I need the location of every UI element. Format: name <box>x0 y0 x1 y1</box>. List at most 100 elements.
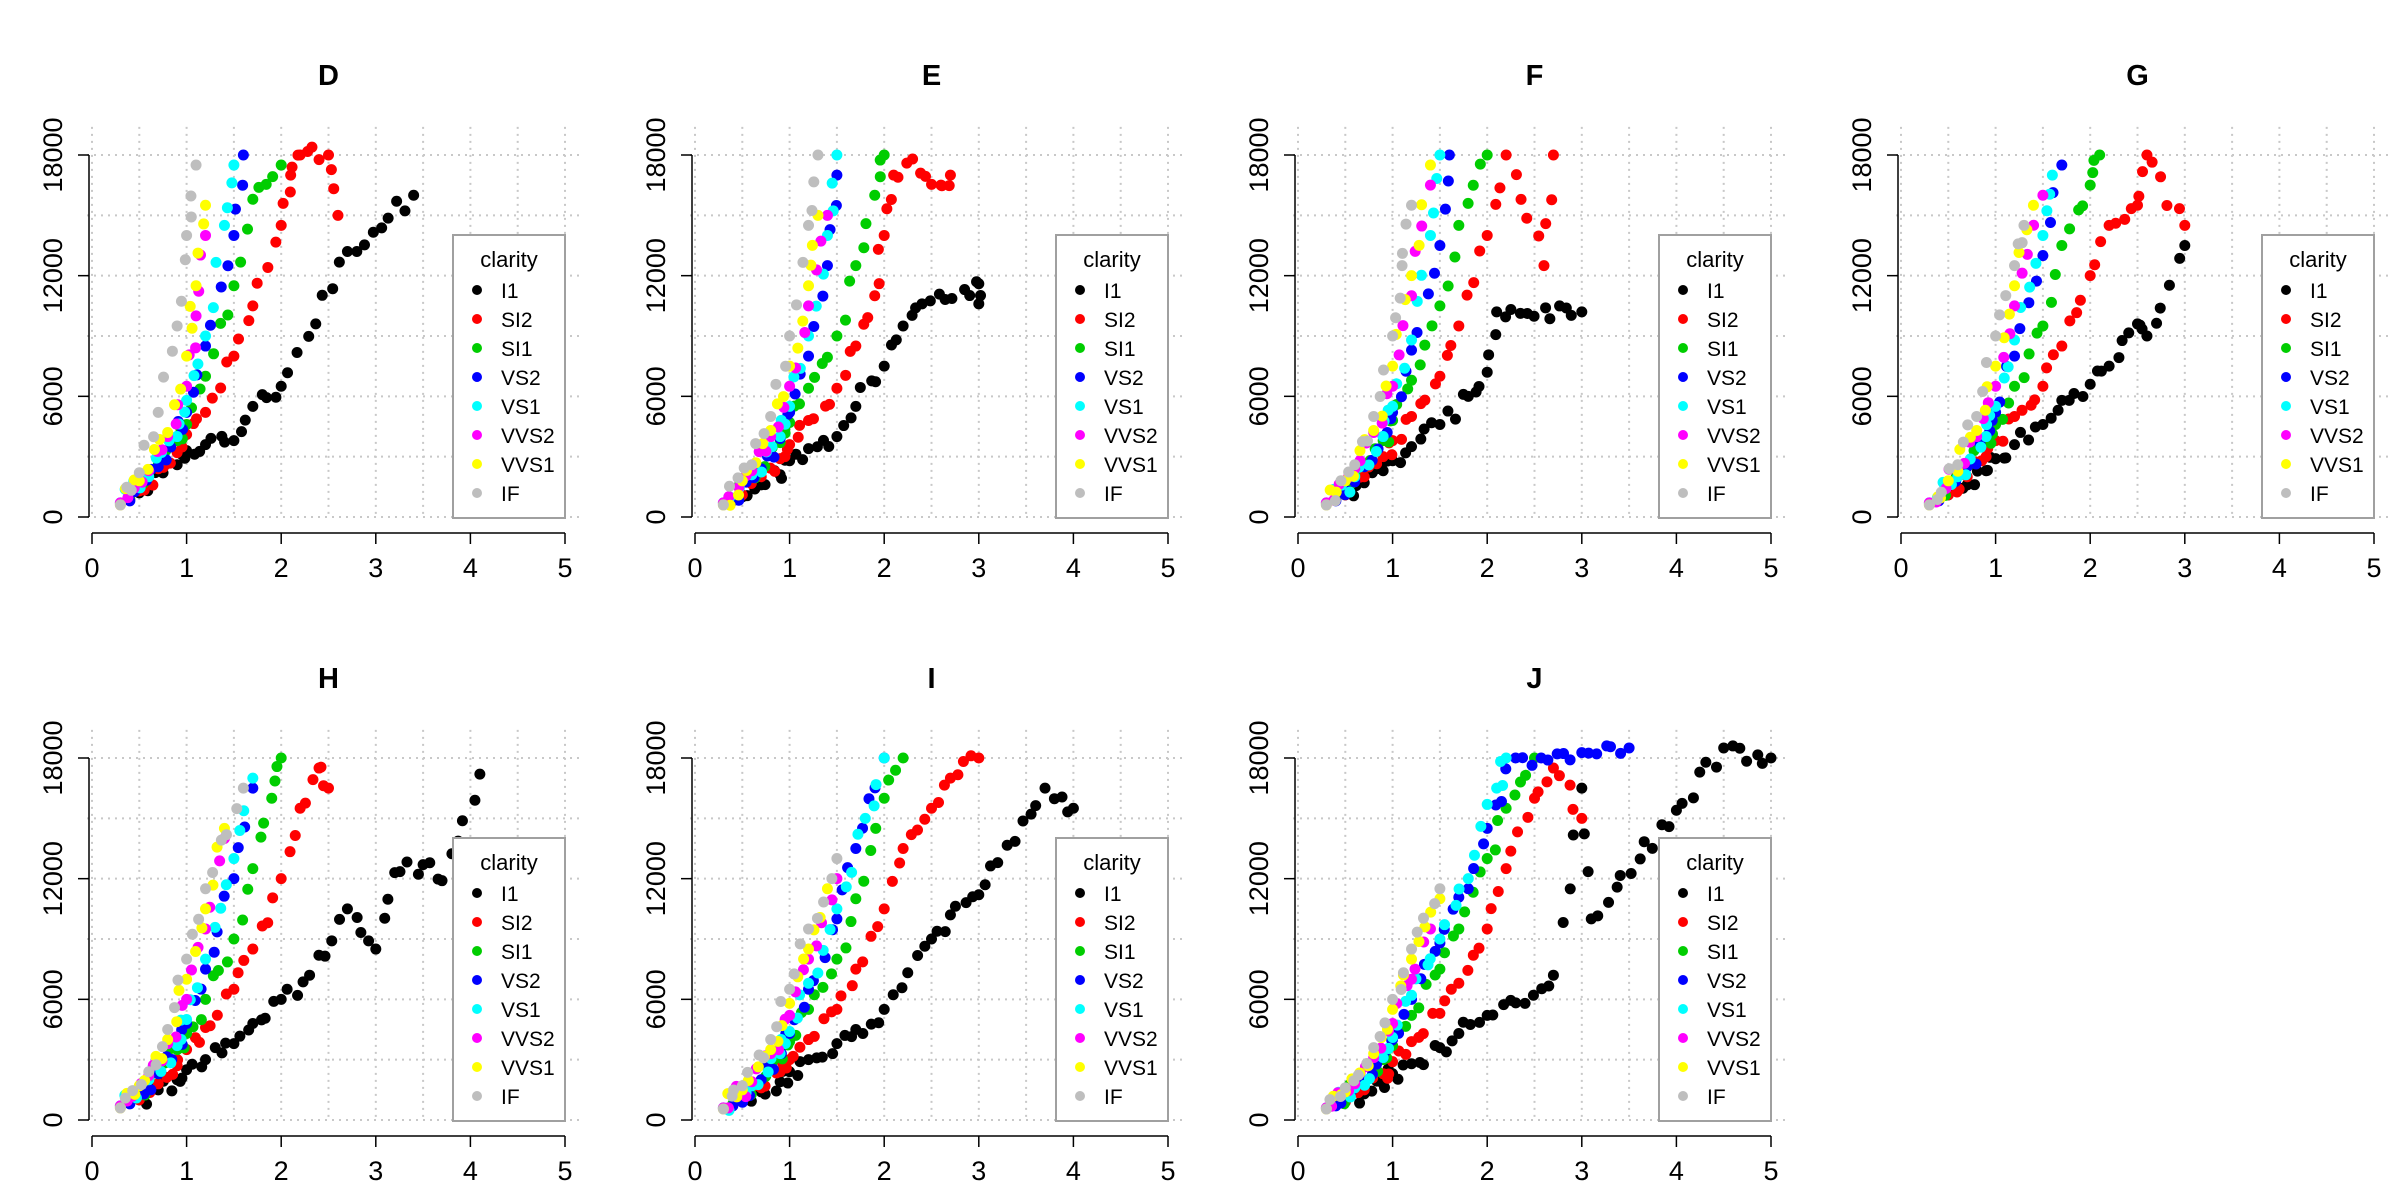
data-point <box>222 309 234 321</box>
data-point <box>150 1059 162 1071</box>
data-point <box>162 427 174 439</box>
data-point <box>184 300 196 312</box>
data-point <box>275 219 287 231</box>
data-point <box>181 394 193 406</box>
data-point <box>1538 260 1550 272</box>
data-point <box>872 921 884 933</box>
data-point <box>1981 464 1993 476</box>
data-point <box>1533 230 1545 242</box>
legend-marker <box>1678 488 1688 498</box>
data-point <box>803 443 815 455</box>
data-point <box>1547 762 1559 774</box>
data-point <box>145 1084 157 1096</box>
legend-label: IF <box>1104 1086 1123 1109</box>
data-point <box>2154 302 2166 314</box>
x-tick-label: 0 <box>1290 1156 1305 1186</box>
data-point <box>1544 313 1556 325</box>
data-point <box>1349 459 1361 471</box>
legend-marker <box>1678 285 1688 295</box>
y-tick-label: 6000 <box>641 366 671 426</box>
legend-marker <box>1075 917 1085 927</box>
data-point <box>1971 410 1983 422</box>
data-point <box>412 868 424 880</box>
data-point <box>234 824 246 836</box>
data-point <box>355 927 367 939</box>
data-point <box>218 890 230 902</box>
data-point <box>1980 356 1992 368</box>
y-tick-label: 18000 <box>641 117 671 192</box>
legend-label: SI2 <box>1707 309 1739 332</box>
data-point <box>262 261 274 273</box>
data-point <box>1368 1042 1380 1054</box>
data-point <box>135 1079 147 1091</box>
data-point <box>1494 182 1506 194</box>
legend-label: VS2 <box>501 970 541 993</box>
panel-g: G 0 1 2 3 4 5 0 6000 12000 18000 clarity I1 SI2 SI1 VS2… <box>1847 60 2389 583</box>
data-point <box>2023 297 2035 309</box>
legend-marker <box>472 1004 482 1014</box>
data-point <box>271 761 283 773</box>
x-tick-label: 0 <box>84 553 99 583</box>
panel-title: E <box>922 60 941 92</box>
legend-marker <box>1075 946 1085 956</box>
data-point <box>827 1048 839 1060</box>
data-point <box>792 1069 804 1081</box>
data-point <box>1453 320 1465 332</box>
data-point <box>752 1061 764 1073</box>
legend-marker <box>1678 430 1688 440</box>
data-point <box>2049 269 2061 281</box>
data-point <box>310 318 322 330</box>
legend-marker <box>1678 314 1688 324</box>
x-tick-label: 0 <box>1290 553 1305 583</box>
data-point <box>858 242 870 254</box>
data-point <box>809 371 821 383</box>
legend: clarity I1 SI2 SI1 VS2 VS1 VVS2 VVS1 IF <box>1658 234 1772 519</box>
data-point <box>1453 219 1465 231</box>
data-point <box>2027 199 2039 211</box>
series-if <box>1320 883 1446 1115</box>
legend-label: I1 <box>501 280 519 303</box>
data-point <box>247 300 259 312</box>
data-point <box>216 1047 228 1059</box>
data-point <box>823 398 835 410</box>
data-point <box>270 236 282 248</box>
data-point <box>1935 486 1947 498</box>
data-point <box>215 902 227 914</box>
data-point <box>1592 910 1604 922</box>
data-point <box>221 956 233 968</box>
data-point <box>736 1080 748 1092</box>
x-tick-label: 1 <box>179 1156 194 1186</box>
data-point <box>228 873 240 885</box>
data-point <box>1392 1073 1404 1085</box>
data-point <box>233 333 245 345</box>
data-point <box>1710 761 1722 773</box>
panel-i: I 0 1 2 3 4 5 0 6000 12000 18000 clarity I1 SI2 SI1 VS2… <box>641 663 1183 1186</box>
data-point <box>782 1077 794 1089</box>
y-tick-label: 18000 <box>641 720 671 795</box>
data-point <box>878 1003 890 1015</box>
data-point <box>807 413 819 425</box>
data-point <box>897 320 909 332</box>
data-point <box>2084 270 2096 282</box>
data-point <box>874 171 886 183</box>
data-point <box>812 149 824 161</box>
data-point <box>1406 199 1418 211</box>
data-point <box>1453 923 1465 935</box>
data-point <box>1039 782 1051 794</box>
data-point <box>1583 747 1595 759</box>
data-point <box>780 360 792 372</box>
data-point <box>186 1058 198 1070</box>
panel-title: D <box>318 60 339 92</box>
data-point <box>774 431 786 443</box>
panel-title: G <box>2126 60 2149 92</box>
x-tick-label: 5 <box>1160 1156 1175 1186</box>
data-point <box>2016 404 2028 416</box>
data-point <box>206 392 218 404</box>
data-point <box>2068 388 2080 400</box>
data-point <box>1962 419 1974 431</box>
data-point <box>1998 372 2010 384</box>
data-point <box>1409 963 1421 975</box>
data-point <box>208 348 220 360</box>
data-point <box>919 813 931 825</box>
data-point <box>1361 435 1373 447</box>
